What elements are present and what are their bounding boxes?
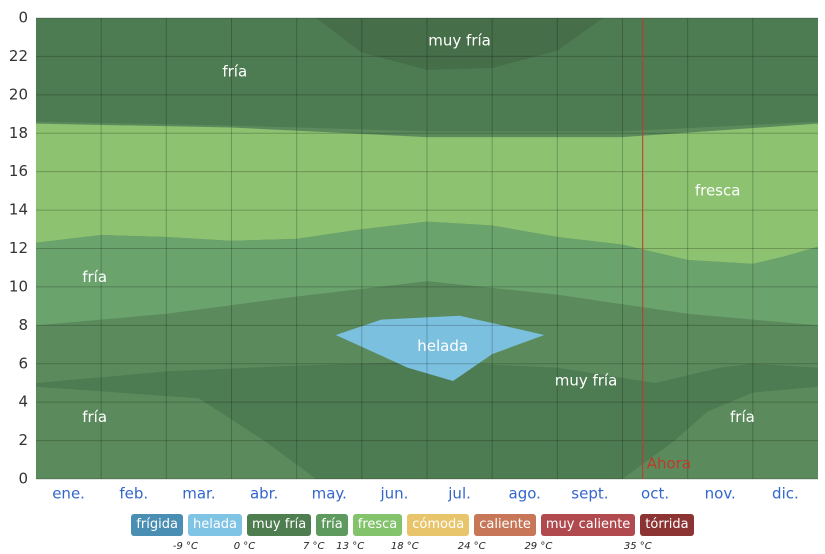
legend-entry: caliente — [474, 514, 536, 536]
region-label: muy fría — [555, 372, 618, 390]
y-tick-label: 18 — [9, 124, 28, 142]
y-tick-label: 4 — [18, 393, 28, 411]
x-tick-label: abr. — [250, 485, 278, 503]
legend-entry: helada — [187, 514, 243, 536]
x-tick-label: dic. — [772, 485, 799, 503]
x-tick-label: jun. — [379, 485, 408, 503]
y-tick-label: 12 — [9, 239, 28, 257]
temperature-region — [36, 18, 818, 132]
temperature-region — [316, 18, 603, 70]
threshold-label: 18 °C — [390, 541, 419, 552]
temperature-region — [36, 221, 818, 326]
threshold-label: 13 °C — [336, 541, 365, 552]
temperature-region — [36, 123, 818, 264]
threshold-label: 0 °C — [233, 541, 256, 552]
temperature-region — [36, 361, 818, 479]
region-label: fresca — [695, 181, 741, 199]
x-tick-label: nov. — [705, 485, 736, 503]
legend-entry: muy caliente — [540, 514, 636, 536]
y-tick-label: 22 — [9, 47, 28, 65]
threshold-label: 29 °C — [524, 541, 553, 552]
legend-entry: muy fría — [247, 514, 312, 536]
legend-entry: fresca — [352, 514, 403, 536]
y-tick-label: 10 — [9, 277, 28, 295]
region-label: fría — [82, 268, 107, 286]
x-tick-label: mar. — [182, 485, 215, 503]
x-tick-label: may. — [312, 485, 347, 503]
threshold-label: 7 °C — [302, 541, 325, 552]
region-label: helada — [417, 337, 468, 355]
y-tick-label: 0 — [18, 9, 28, 27]
x-tick-label: feb. — [119, 485, 148, 503]
y-tick-label: 2 — [18, 431, 28, 449]
chart: 0 2 4 6 8 10 12 14 16 18 20 22 0 ene. feb. mar. abr. may.… — [9, 9, 818, 503]
x-tick-label: oct. — [641, 485, 669, 503]
legend-entry: frígida — [131, 514, 183, 536]
temperature-region — [335, 315, 545, 382]
y-tick-label: 6 — [18, 354, 28, 372]
x-tick-label: jul. — [447, 485, 471, 503]
threshold-label: 35 °C — [623, 541, 652, 552]
x-tick-label: ago. — [509, 485, 541, 503]
threshold-label: -9 °C — [172, 541, 199, 552]
region-label: fría — [222, 62, 247, 80]
y-tick-label: 0 — [18, 470, 28, 488]
x-tick-label: sept. — [571, 485, 608, 503]
legend-entry: fría — [316, 514, 348, 536]
x-tick-label: ene. — [52, 485, 85, 503]
threshold-label: 24 °C — [457, 541, 486, 552]
region-label: fría — [730, 408, 755, 426]
now-label: Ahora — [647, 455, 691, 473]
y-tick-label: 20 — [9, 85, 28, 103]
region-label: fría — [82, 408, 107, 426]
legend-entry: cómoda — [407, 514, 470, 536]
region-label: muy fría — [428, 32, 491, 50]
legend: frígida helada muy fría fría fresca cómoda cal… — [0, 514, 825, 536]
y-tick-label: 14 — [9, 201, 28, 219]
legend-entry: tórrida — [640, 514, 694, 536]
y-tick-label: 16 — [9, 162, 28, 180]
y-tick-label: 8 — [18, 316, 28, 334]
